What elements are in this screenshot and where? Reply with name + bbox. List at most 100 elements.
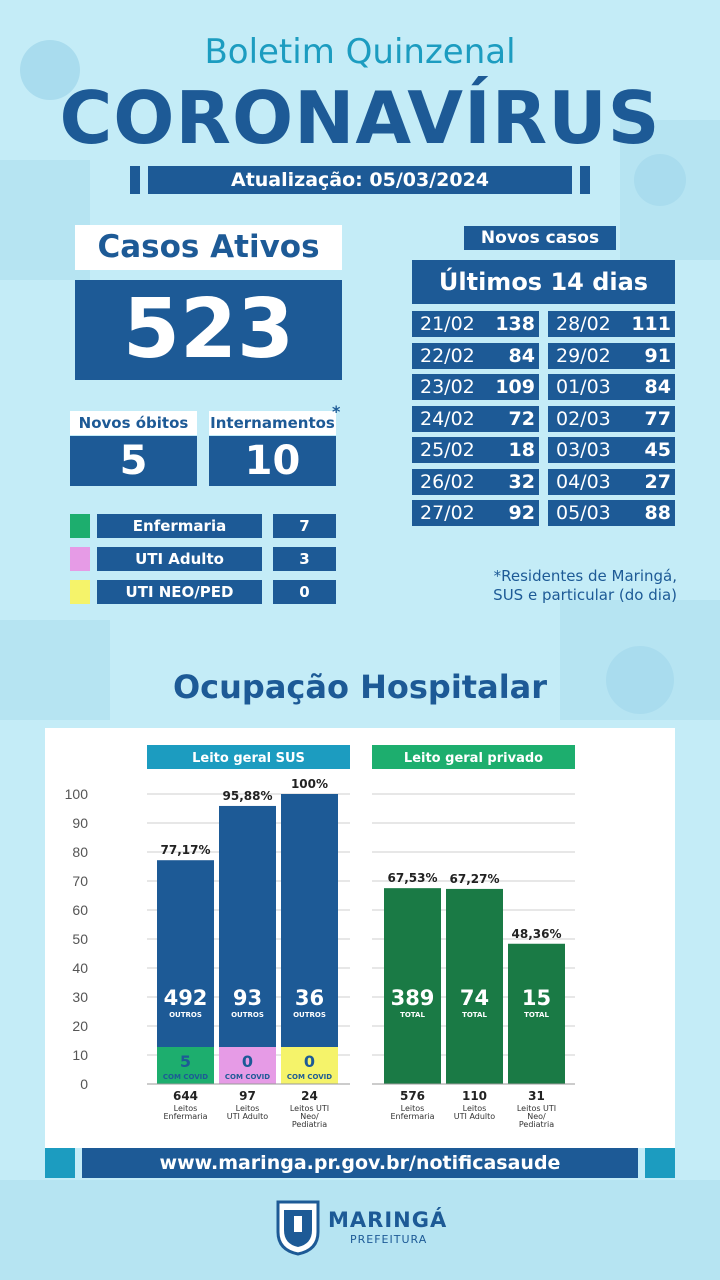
row-date: 27/02 — [420, 502, 475, 524]
bar-covid-value: 0 — [304, 1052, 315, 1071]
bar-total-beds: 644 — [173, 1089, 198, 1103]
new-cases-row: 29/02 91 — [548, 342, 675, 369]
bar-category-label: Leitos UTI — [290, 1104, 329, 1113]
new-cases-row: 03/03 45 — [548, 437, 675, 463]
row-date: 25/02 — [420, 439, 475, 461]
y-tick-label: 20 — [72, 1018, 88, 1034]
row-date: 21/02 — [420, 313, 475, 335]
new-cases-row: 04/03 27 — [548, 468, 675, 495]
hospitalizations-value: 10 — [209, 436, 336, 486]
hospitalizations-label: Internamentos — [209, 411, 336, 435]
legend-swatch-uti-adulto — [70, 547, 90, 571]
bar-covid-segment — [281, 1047, 338, 1084]
logo-name: MARINGÁ — [328, 1208, 448, 1232]
y-tick-label: 10 — [72, 1047, 88, 1063]
legend-swatch-uti-neo-ped — [70, 580, 90, 604]
bar-main-sub: TOTAL — [524, 1011, 549, 1019]
residents-note: *Residentes de Maringá, SUS e particular… — [470, 567, 677, 605]
row-count: 77 — [644, 407, 671, 430]
group-header — [147, 745, 350, 769]
row-date: 23/02 — [420, 376, 475, 398]
bar-covid-sub: COM COVID — [225, 1073, 270, 1081]
new-cases-row: 28/02 111 — [548, 311, 675, 337]
row-date: 24/02 — [420, 407, 475, 430]
bar-pct-label: 77,17% — [161, 843, 211, 857]
bar-covid-value: 0 — [242, 1052, 253, 1071]
bar-main-value: 93 — [233, 986, 262, 1010]
legend-name-uti-adulto: UTI Adulto — [97, 547, 262, 571]
legend-swatch-enfermaria — [70, 514, 90, 538]
bar-total-beds: 576 — [400, 1089, 425, 1103]
bar-category-label: Leitos UTI — [517, 1104, 556, 1113]
row-date: 04/03 — [556, 470, 611, 493]
row-count: 109 — [495, 376, 535, 398]
y-tick-label: 50 — [72, 931, 88, 947]
row-count: 111 — [631, 313, 671, 335]
row-count: 92 — [508, 502, 535, 524]
row-date: 05/03 — [556, 502, 611, 524]
bar-category-label: Leitos — [463, 1104, 487, 1113]
legend-value-uti-neo-ped: 0 — [273, 580, 336, 604]
bar-covid-sub: COM COVID — [287, 1073, 332, 1081]
note-line-2: SUS e particular (do dia) — [493, 586, 677, 604]
row-count: 72 — [508, 407, 535, 430]
bar-main-sub: OUTROS — [293, 1011, 326, 1019]
bar — [446, 888, 503, 1084]
bar-category-label: Enfermaria — [390, 1112, 434, 1121]
new-cases-row: 22/02 84 — [412, 342, 539, 369]
deaths-label: Novos óbitos — [70, 411, 197, 435]
row-count: 27 — [644, 470, 671, 493]
group-header-label: Leito geral privado — [404, 751, 543, 766]
y-tick-label: 70 — [72, 873, 88, 889]
y-tick-label: 30 — [72, 989, 88, 1005]
bar-pct-label: 67,27% — [450, 872, 500, 886]
new-cases-row: 23/02 109 — [412, 374, 539, 400]
legend-name-uti-neo-ped: UTI NEO/PED — [97, 580, 262, 604]
group-header-label: Leito geral SUS — [192, 751, 305, 766]
update-banner: Atualização: 05/03/2024 — [130, 166, 590, 194]
bar — [508, 943, 565, 1084]
bar-pct-label: 100% — [291, 777, 328, 791]
bar-main-sub: OUTROS — [231, 1011, 264, 1019]
bar-category-label: Enfermaria — [163, 1112, 207, 1121]
footer-right-accent — [645, 1148, 675, 1178]
bar — [157, 860, 214, 1084]
bar-category-label: UTI Adulto — [227, 1112, 268, 1121]
legend-value-uti-adulto: 3 — [273, 547, 336, 571]
row-date: 26/02 — [420, 470, 475, 493]
y-tick-label: 60 — [72, 902, 88, 918]
bar-category-label: UTI Adulto — [454, 1112, 495, 1121]
bar-category-label: Leitos — [401, 1104, 425, 1113]
row-count: 45 — [644, 439, 671, 461]
bar-total-beds: 24 — [301, 1089, 318, 1103]
legend-name-enfermaria: Enfermaria — [97, 514, 262, 538]
chart-panel — [45, 728, 675, 1148]
row-count: 32 — [508, 470, 535, 493]
bar-main-value: 492 — [164, 986, 208, 1010]
row-count: 91 — [644, 344, 671, 367]
bar-category-label: Leitos — [174, 1104, 198, 1113]
row-count: 84 — [644, 376, 671, 398]
y-tick-label: 100 — [65, 786, 89, 802]
active-cases-value: 523 — [75, 280, 342, 380]
bar-category-label: Leitos — [236, 1104, 260, 1113]
bar-main-sub: TOTAL — [462, 1011, 487, 1019]
group-header — [372, 745, 575, 769]
row-date: 22/02 — [420, 344, 475, 367]
new-cases-row: 21/02 138 — [412, 311, 539, 337]
update-date: Atualização: 05/03/2024 — [148, 166, 572, 194]
y-tick-label: 80 — [72, 844, 88, 860]
bar-pct-label: 67,53% — [388, 871, 438, 885]
bar-covid-segment — [219, 1047, 276, 1084]
new-cases-row: 01/03 84 — [548, 374, 675, 400]
bar — [384, 888, 441, 1084]
new-cases-row: 26/02 32 — [412, 468, 539, 495]
row-date: 02/03 — [556, 407, 611, 430]
footer-url-link[interactable]: www.maringa.pr.gov.br/notificasaude — [82, 1148, 638, 1178]
bar-total-beds: 31 — [528, 1089, 545, 1103]
row-count: 138 — [495, 313, 535, 335]
deaths-value: 5 — [70, 436, 197, 486]
bar-pct-label: 48,36% — [512, 927, 562, 941]
bar-category-label: Pediatria — [292, 1120, 327, 1129]
